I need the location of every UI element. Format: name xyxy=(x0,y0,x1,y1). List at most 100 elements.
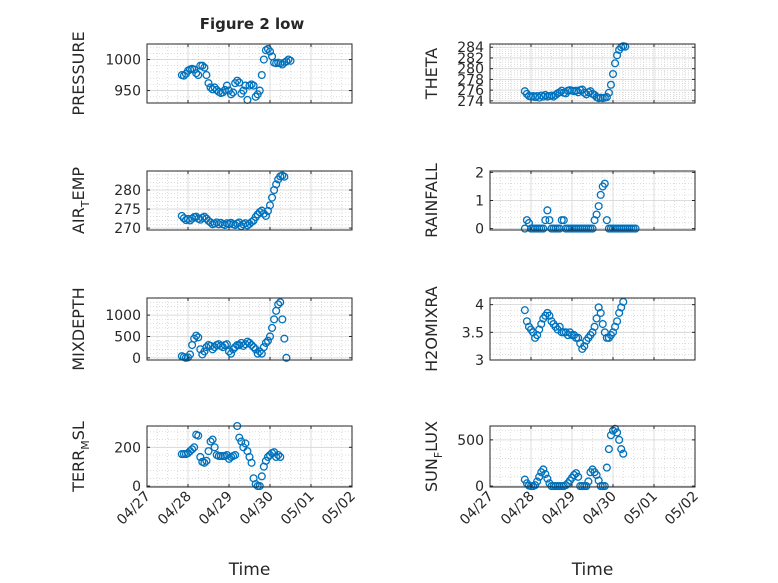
data-point xyxy=(274,450,283,460)
data-point xyxy=(204,79,213,88)
data-point xyxy=(613,51,622,60)
y-tick-label: 3 xyxy=(475,353,484,369)
y-tick-label: 500 xyxy=(457,433,484,449)
y-tick-label: 0 xyxy=(132,351,141,367)
data-point xyxy=(631,224,640,233)
panel-mixdepth: 0 500 1000 MIXDEPTH xyxy=(69,287,353,371)
data-point xyxy=(617,445,626,454)
data-point xyxy=(259,343,268,352)
data-point xyxy=(192,69,201,78)
data-point xyxy=(276,452,285,462)
data-series xyxy=(177,421,285,491)
data-point xyxy=(253,349,262,358)
x-axis-label: Time xyxy=(228,560,271,580)
data-point xyxy=(255,481,264,491)
data-point xyxy=(600,482,609,491)
data-point xyxy=(259,55,268,64)
data-point xyxy=(222,81,232,90)
data-point xyxy=(200,347,209,356)
y-axis-label: RAINFALL xyxy=(422,163,441,238)
data-series xyxy=(520,179,640,233)
data-point xyxy=(274,300,283,309)
y-axis-label: TERRMSL xyxy=(69,421,92,493)
data-point xyxy=(561,481,570,490)
y-tick-label: 1 xyxy=(475,194,484,210)
data-point xyxy=(177,211,186,220)
data-point xyxy=(267,193,277,202)
data-series xyxy=(520,297,628,353)
data-point xyxy=(255,208,264,217)
data-point xyxy=(206,437,215,446)
y-axis-label: THETA xyxy=(422,48,441,100)
data-point xyxy=(245,338,254,347)
data-point xyxy=(208,435,217,444)
data-series xyxy=(177,44,295,104)
data-point xyxy=(265,47,275,56)
data-point xyxy=(249,81,258,90)
data-point xyxy=(608,69,618,79)
axes-box xyxy=(146,425,353,488)
data-point xyxy=(615,435,624,444)
data-point xyxy=(539,465,548,474)
data-point xyxy=(600,179,609,188)
data-point xyxy=(604,88,613,97)
data-point xyxy=(229,345,238,354)
data-point xyxy=(613,428,622,437)
axes-box xyxy=(146,170,353,231)
data-point xyxy=(272,452,281,462)
panel-rainfall: 0 1 2 RAINFALL xyxy=(422,163,696,238)
y-tick-label: 200 xyxy=(114,440,141,456)
data-point xyxy=(267,323,277,332)
data-point xyxy=(231,450,240,460)
data-point xyxy=(520,306,529,315)
data-point xyxy=(590,322,599,331)
y-tick-label: 500 xyxy=(114,329,141,345)
data-point xyxy=(241,439,250,448)
data-point xyxy=(208,345,217,354)
data-point xyxy=(231,343,240,352)
data-series xyxy=(177,171,289,231)
data-point xyxy=(263,336,273,345)
data-point xyxy=(533,477,542,486)
data-point xyxy=(192,331,201,340)
data-point xyxy=(539,224,548,233)
data-point xyxy=(198,61,207,70)
data-point xyxy=(596,190,605,199)
data-point xyxy=(598,319,607,329)
data-point xyxy=(604,445,613,454)
axes-box xyxy=(146,297,353,361)
panel-pressure: 950 1000 PRESSURE xyxy=(69,31,353,116)
axes-box xyxy=(489,297,696,361)
y-tick-label: 284 xyxy=(457,40,484,56)
data-point xyxy=(263,44,273,54)
data-point xyxy=(619,449,628,458)
data-point xyxy=(231,79,240,88)
data-point xyxy=(261,456,270,465)
data-point xyxy=(239,86,248,95)
data-point xyxy=(179,71,188,80)
data-point xyxy=(249,343,258,352)
data-point xyxy=(257,71,266,80)
data-point xyxy=(200,63,209,72)
y-tick-label: 1000 xyxy=(105,308,141,324)
y-tick-label: 276 xyxy=(457,83,484,99)
data-point xyxy=(282,57,291,66)
figure-title: Figure 2 low xyxy=(200,15,305,33)
data-point xyxy=(602,216,611,225)
data-point xyxy=(584,477,593,486)
y-tick-label: 3.5 xyxy=(462,325,484,341)
data-point xyxy=(255,347,264,356)
data-point xyxy=(261,338,270,347)
data-point xyxy=(541,470,550,479)
data-point xyxy=(261,211,270,220)
data-point xyxy=(272,180,281,189)
data-point xyxy=(255,86,264,95)
data-point xyxy=(210,83,219,92)
data-point xyxy=(186,350,195,359)
data-point xyxy=(569,470,579,480)
data-point xyxy=(222,340,232,349)
data-point xyxy=(247,458,256,467)
data-point xyxy=(210,443,219,452)
data-point xyxy=(543,474,552,483)
